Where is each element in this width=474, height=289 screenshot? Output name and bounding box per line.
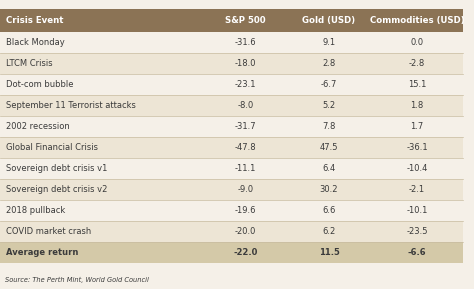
FancyBboxPatch shape: [0, 200, 204, 221]
FancyBboxPatch shape: [287, 242, 371, 263]
Text: 47.5: 47.5: [320, 143, 338, 152]
Text: -10.4: -10.4: [406, 164, 428, 173]
FancyBboxPatch shape: [287, 179, 371, 200]
Text: -19.6: -19.6: [235, 206, 256, 215]
FancyBboxPatch shape: [0, 179, 204, 200]
FancyBboxPatch shape: [0, 32, 204, 53]
Text: 6.6: 6.6: [322, 206, 336, 215]
Text: -9.0: -9.0: [237, 185, 254, 194]
Text: 6.4: 6.4: [322, 164, 336, 173]
FancyBboxPatch shape: [287, 53, 371, 74]
Text: Crisis Event: Crisis Event: [6, 16, 63, 25]
FancyBboxPatch shape: [287, 95, 371, 116]
Text: 1.8: 1.8: [410, 101, 424, 110]
FancyBboxPatch shape: [287, 116, 371, 137]
FancyBboxPatch shape: [287, 200, 371, 221]
Text: -22.0: -22.0: [233, 248, 258, 257]
Text: -8.0: -8.0: [237, 101, 254, 110]
FancyBboxPatch shape: [287, 9, 371, 32]
Text: 0.0: 0.0: [410, 38, 424, 47]
FancyBboxPatch shape: [204, 74, 287, 95]
Text: 5.2: 5.2: [322, 101, 336, 110]
Text: -36.1: -36.1: [406, 143, 428, 152]
FancyBboxPatch shape: [287, 221, 371, 242]
Text: 6.2: 6.2: [322, 227, 336, 236]
Text: -20.0: -20.0: [235, 227, 256, 236]
Text: Sovereign debt crisis v1: Sovereign debt crisis v1: [6, 164, 107, 173]
Text: 2.8: 2.8: [322, 59, 336, 68]
Text: Black Monday: Black Monday: [6, 38, 64, 47]
FancyBboxPatch shape: [204, 221, 287, 242]
Text: S&P 500: S&P 500: [225, 16, 266, 25]
FancyBboxPatch shape: [0, 137, 204, 158]
FancyBboxPatch shape: [371, 32, 464, 53]
Text: 1.7: 1.7: [410, 122, 424, 131]
FancyBboxPatch shape: [204, 116, 287, 137]
FancyBboxPatch shape: [204, 32, 287, 53]
FancyBboxPatch shape: [371, 74, 464, 95]
FancyBboxPatch shape: [371, 95, 464, 116]
FancyBboxPatch shape: [204, 179, 287, 200]
Text: September 11 Terrorist attacks: September 11 Terrorist attacks: [6, 101, 136, 110]
FancyBboxPatch shape: [0, 242, 204, 263]
FancyBboxPatch shape: [204, 242, 287, 263]
FancyBboxPatch shape: [0, 53, 204, 74]
FancyBboxPatch shape: [0, 95, 204, 116]
Text: Sovereign debt crisis v2: Sovereign debt crisis v2: [6, 185, 107, 194]
Text: -47.8: -47.8: [235, 143, 256, 152]
Text: -6.7: -6.7: [321, 80, 337, 89]
FancyBboxPatch shape: [204, 200, 287, 221]
Text: LTCM Crisis: LTCM Crisis: [6, 59, 52, 68]
Text: -2.8: -2.8: [409, 59, 425, 68]
FancyBboxPatch shape: [371, 137, 464, 158]
Text: 11.5: 11.5: [319, 248, 339, 257]
Text: Dot-com bubble: Dot-com bubble: [6, 80, 73, 89]
FancyBboxPatch shape: [371, 179, 464, 200]
FancyBboxPatch shape: [371, 116, 464, 137]
Text: -10.1: -10.1: [406, 206, 428, 215]
Text: -23.5: -23.5: [406, 227, 428, 236]
Text: 9.1: 9.1: [322, 38, 336, 47]
FancyBboxPatch shape: [0, 116, 204, 137]
Text: 2018 pullback: 2018 pullback: [6, 206, 65, 215]
FancyBboxPatch shape: [204, 95, 287, 116]
FancyBboxPatch shape: [287, 158, 371, 179]
FancyBboxPatch shape: [371, 9, 464, 32]
FancyBboxPatch shape: [287, 32, 371, 53]
Text: Average return: Average return: [6, 248, 78, 257]
Text: -18.0: -18.0: [235, 59, 256, 68]
Text: COVID market crash: COVID market crash: [6, 227, 91, 236]
FancyBboxPatch shape: [371, 221, 464, 242]
FancyBboxPatch shape: [204, 9, 287, 32]
Text: Commodities (USD): Commodities (USD): [370, 16, 465, 25]
Text: Global Financial Crisis: Global Financial Crisis: [6, 143, 98, 152]
FancyBboxPatch shape: [0, 74, 204, 95]
FancyBboxPatch shape: [204, 137, 287, 158]
Text: 15.1: 15.1: [408, 80, 426, 89]
FancyBboxPatch shape: [371, 158, 464, 179]
FancyBboxPatch shape: [371, 53, 464, 74]
FancyBboxPatch shape: [0, 158, 204, 179]
FancyBboxPatch shape: [287, 137, 371, 158]
Text: 30.2: 30.2: [320, 185, 338, 194]
Text: -6.6: -6.6: [408, 248, 427, 257]
Text: -31.6: -31.6: [235, 38, 256, 47]
FancyBboxPatch shape: [371, 242, 464, 263]
FancyBboxPatch shape: [204, 53, 287, 74]
Text: -2.1: -2.1: [409, 185, 425, 194]
Text: -23.1: -23.1: [235, 80, 256, 89]
Text: -11.1: -11.1: [235, 164, 256, 173]
FancyBboxPatch shape: [204, 158, 287, 179]
FancyBboxPatch shape: [0, 9, 204, 32]
Text: 7.8: 7.8: [322, 122, 336, 131]
Text: 2002 recession: 2002 recession: [6, 122, 69, 131]
FancyBboxPatch shape: [371, 200, 464, 221]
FancyBboxPatch shape: [287, 74, 371, 95]
Text: Source: The Perth Mint, World Gold Council: Source: The Perth Mint, World Gold Counc…: [5, 277, 148, 283]
Text: Gold (USD): Gold (USD): [302, 16, 356, 25]
FancyBboxPatch shape: [0, 221, 204, 242]
Text: -31.7: -31.7: [235, 122, 256, 131]
